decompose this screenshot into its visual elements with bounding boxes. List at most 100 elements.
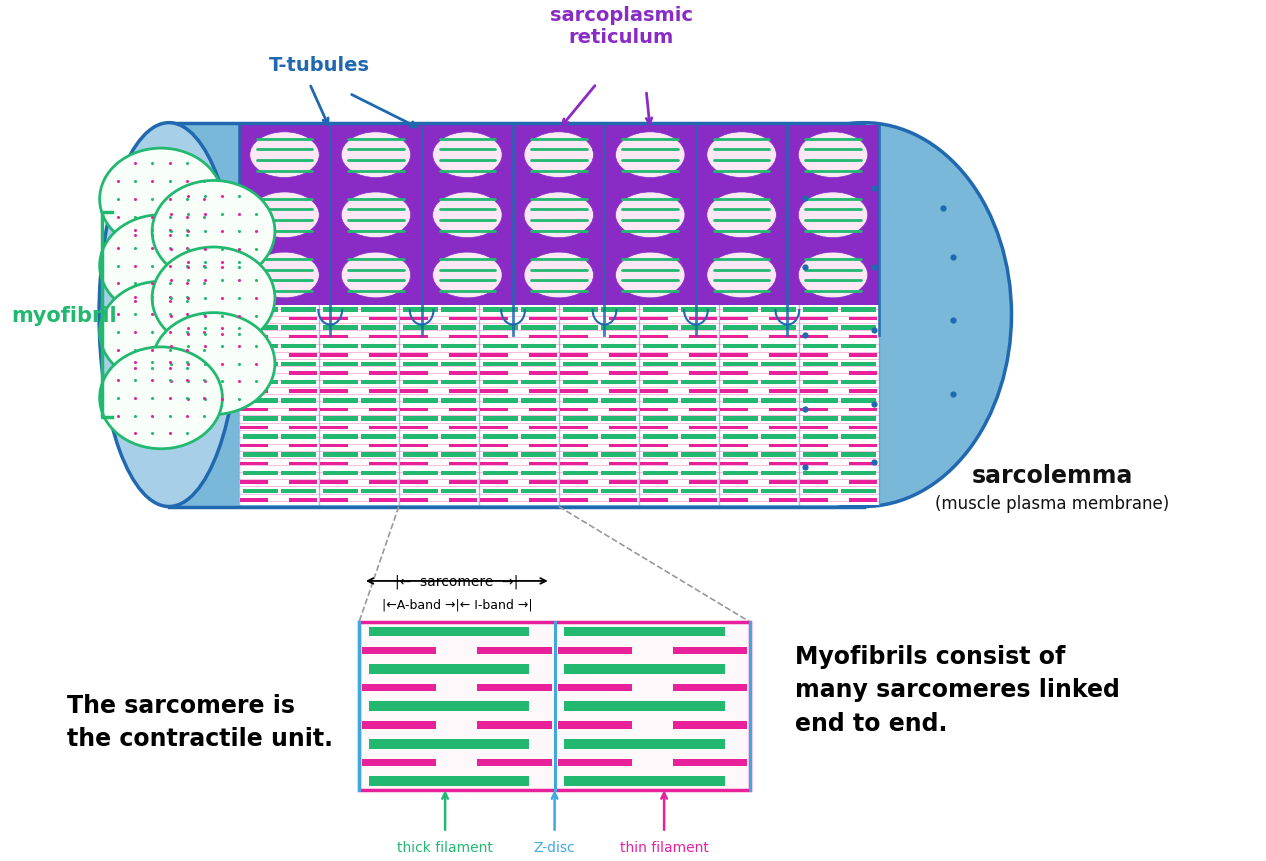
Bar (320, 336, 348, 339)
Bar (723, 344, 758, 349)
Bar (361, 326, 396, 331)
Bar (529, 444, 557, 448)
Bar (689, 318, 717, 321)
Bar (565, 627, 724, 636)
Bar (243, 417, 279, 421)
Bar (803, 453, 838, 457)
Bar (643, 381, 679, 385)
Bar (323, 489, 358, 493)
Bar (243, 489, 279, 493)
Bar (672, 722, 747, 728)
Bar (841, 344, 876, 349)
Bar (361, 362, 396, 367)
Bar (609, 318, 637, 321)
Bar (723, 381, 758, 385)
Bar (681, 453, 717, 457)
Bar (689, 354, 717, 357)
Bar (320, 318, 348, 321)
Bar (557, 647, 632, 654)
Bar (803, 399, 838, 403)
Bar (601, 399, 636, 403)
Bar (449, 499, 477, 502)
Bar (761, 453, 796, 457)
Text: Myofibrils consist of
many sarcomeres linked
end to end.: Myofibrils consist of many sarcomeres li… (795, 644, 1119, 734)
Bar (841, 453, 876, 457)
Bar (281, 381, 316, 385)
Bar (841, 471, 876, 475)
Bar (720, 354, 748, 357)
Bar (563, 489, 598, 493)
Bar (281, 308, 316, 313)
Bar (561, 336, 589, 339)
Bar (441, 453, 476, 457)
Bar (601, 344, 636, 349)
FancyBboxPatch shape (360, 623, 751, 790)
Bar (643, 453, 679, 457)
Bar (323, 399, 358, 403)
Bar (403, 308, 438, 313)
Bar (368, 739, 529, 749)
Bar (449, 390, 477, 393)
Ellipse shape (717, 123, 1012, 507)
Bar (557, 759, 632, 766)
Bar (720, 408, 748, 412)
Bar (841, 435, 876, 439)
Bar (241, 499, 268, 502)
Bar (361, 435, 396, 439)
Bar (643, 399, 679, 403)
Bar (601, 453, 636, 457)
Bar (480, 354, 509, 357)
Ellipse shape (152, 181, 275, 283)
Ellipse shape (249, 253, 319, 299)
Bar (403, 326, 438, 331)
Bar (480, 499, 509, 502)
Bar (609, 462, 637, 466)
Bar (529, 318, 557, 321)
Bar (803, 362, 838, 367)
Bar (482, 471, 518, 475)
Bar (441, 399, 476, 403)
Bar (723, 417, 758, 421)
Bar (849, 408, 877, 412)
Bar (320, 499, 348, 502)
Bar (601, 435, 636, 439)
Bar (289, 480, 318, 484)
Bar (241, 318, 268, 321)
Bar (761, 399, 796, 403)
Bar (362, 759, 437, 766)
Ellipse shape (524, 193, 594, 238)
Bar (849, 499, 877, 502)
Bar (281, 362, 316, 367)
Bar (480, 318, 509, 321)
Bar (370, 354, 398, 357)
Bar (849, 480, 877, 484)
Bar (320, 390, 348, 393)
Bar (529, 336, 557, 339)
Ellipse shape (433, 133, 503, 178)
Bar (720, 426, 748, 430)
Bar (370, 336, 398, 339)
Bar (761, 326, 796, 331)
Bar (482, 362, 518, 367)
Bar (480, 390, 509, 393)
Bar (672, 684, 747, 691)
Bar (362, 722, 437, 728)
Bar (563, 471, 598, 475)
Bar (243, 453, 279, 457)
Bar (800, 354, 828, 357)
Bar (720, 462, 748, 466)
Bar (403, 399, 438, 403)
Bar (720, 444, 748, 448)
Text: T-tubules: T-tubules (268, 56, 370, 75)
Ellipse shape (342, 193, 410, 238)
Ellipse shape (706, 253, 776, 299)
Bar (403, 417, 438, 421)
Bar (441, 344, 476, 349)
Bar (681, 381, 717, 385)
Bar (480, 480, 509, 484)
Bar (641, 426, 668, 430)
Bar (241, 408, 268, 412)
Bar (281, 435, 316, 439)
Bar (320, 444, 348, 448)
Bar (770, 372, 798, 375)
